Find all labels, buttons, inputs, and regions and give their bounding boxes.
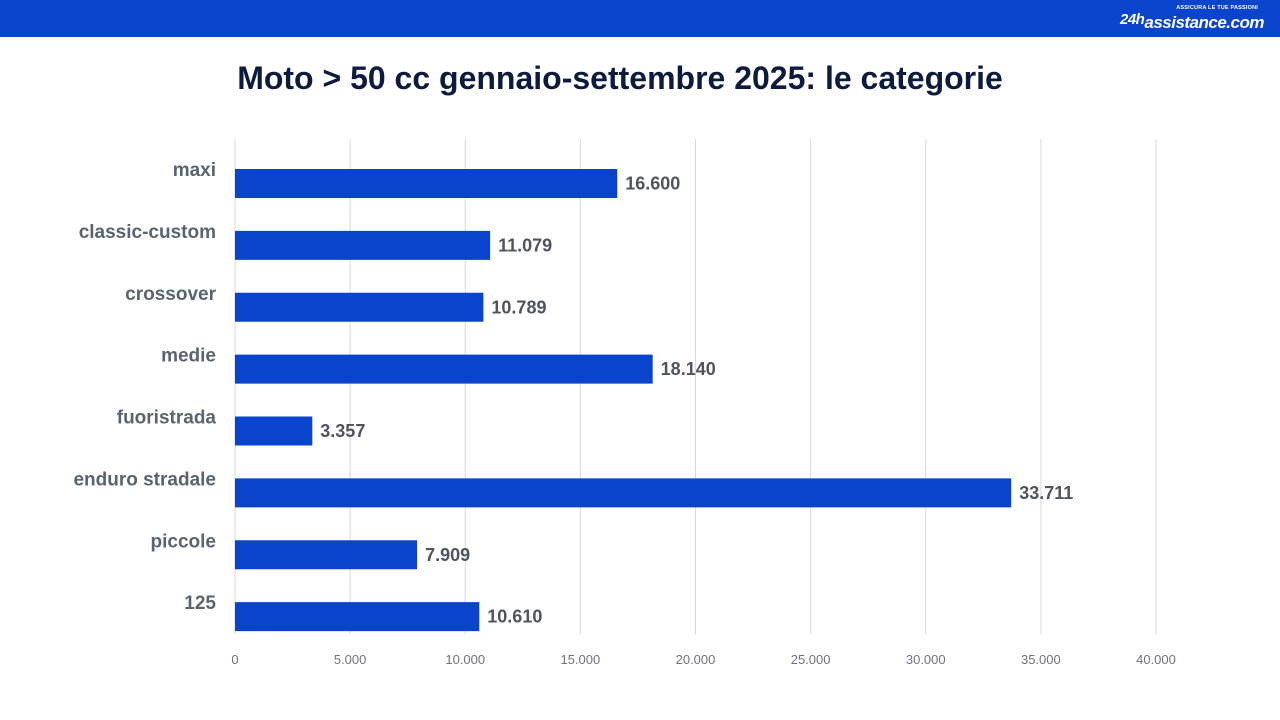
bar[interactable]: [235, 416, 313, 446]
bar[interactable]: [235, 169, 618, 198]
bar[interactable]: [235, 602, 480, 632]
category-label: fuoristrada: [117, 408, 217, 429]
x-tick-label: 10.000: [445, 652, 485, 667]
category-label: medie: [161, 346, 216, 367]
category-label: maxi: [173, 160, 216, 181]
x-tick-label: 0: [231, 652, 238, 667]
data-label: 33.711: [1019, 483, 1073, 503]
x-tick-label: 25.000: [791, 652, 831, 667]
x-tick-label: 20.000: [676, 652, 716, 667]
data-label: 11.079: [498, 235, 552, 255]
x-tick-label: 15.000: [560, 652, 600, 667]
logo-brand: 24hassistance.com: [1120, 11, 1264, 33]
logo-brand-prefix: 24h: [1120, 11, 1145, 28]
header-bar: [0, 0, 1280, 37]
bar[interactable]: [235, 292, 484, 322]
logo-tagline: ASSICURA LE TUE PASSIONI: [1176, 5, 1258, 11]
category-label: enduro stradale: [73, 469, 216, 490]
data-label: 3.357: [320, 421, 365, 441]
category-label: classic-custom: [79, 222, 216, 243]
category-label: crossover: [125, 284, 216, 305]
bar[interactable]: [235, 230, 491, 260]
data-label: 16.600: [625, 174, 680, 194]
x-tick-label: 35.000: [1021, 652, 1061, 667]
bar[interactable]: [235, 354, 653, 384]
category-label: 125: [184, 593, 216, 614]
x-tick-label: 30.000: [906, 652, 946, 667]
x-tick-label: 40.000: [1136, 652, 1176, 667]
data-label: 7.909: [425, 545, 470, 565]
data-label: 10.610: [487, 607, 542, 627]
data-label: 18.140: [661, 359, 716, 379]
bar[interactable]: [235, 478, 1012, 508]
logo-brand-main: assistance.com: [1144, 13, 1264, 32]
chart-title: Moto > 50 cc gennaio-settembre 2025: le …: [237, 60, 1003, 96]
x-tick-label: 5.000: [334, 652, 367, 667]
bar[interactable]: [235, 540, 418, 570]
category-label: piccole: [151, 531, 216, 552]
data-label: 10.789: [491, 297, 546, 317]
